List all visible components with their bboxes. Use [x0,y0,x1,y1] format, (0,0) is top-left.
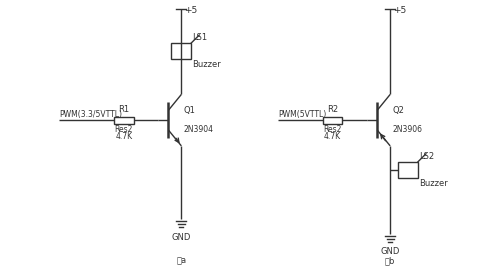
Text: GND: GND [172,233,191,242]
Text: 2N3906: 2N3906 [392,125,422,134]
Text: Q2: Q2 [392,106,404,115]
Text: Buzzer: Buzzer [192,60,221,69]
Bar [172,43,191,59]
Text: Q1: Q1 [183,106,195,115]
Text: +5: +5 [184,6,197,15]
Text: LS1: LS1 [192,33,207,42]
Text: 图a: 图a [176,257,186,266]
Text: R1: R1 [118,105,129,114]
Text: Buzzer: Buzzer [419,179,448,188]
Text: LS2: LS2 [419,152,434,161]
Text: Res2: Res2 [323,125,342,134]
Text: 2N3904: 2N3904 [183,125,213,134]
Text: PWM(3.3/5VTTL): PWM(3.3/5VTTL) [59,110,122,119]
Text: 4.7K: 4.7K [115,132,132,141]
Text: PWM(5VTTL): PWM(5VTTL) [278,110,326,119]
Text: 4.7K: 4.7K [324,132,341,141]
Text: +5: +5 [393,6,406,15]
Text: R2: R2 [327,105,338,114]
Text: GND: GND [380,247,400,256]
Text: Res2: Res2 [115,125,133,134]
Bar [398,162,418,178]
Bar [322,117,343,124]
Text: 图b: 图b [385,257,395,266]
Bar [114,117,134,124]
